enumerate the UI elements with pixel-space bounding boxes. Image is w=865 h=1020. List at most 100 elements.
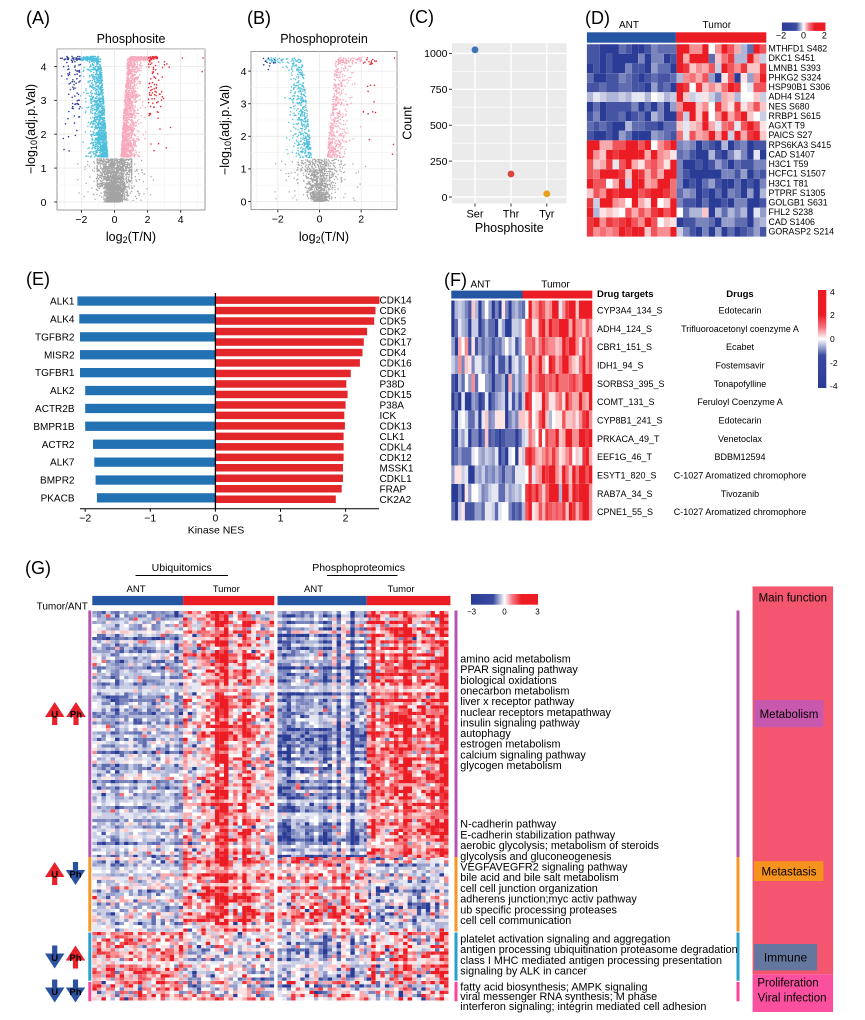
svg-text:P38A: P38A <box>380 401 405 412</box>
svg-text:ADH4 S124: ADH4 S124 <box>769 92 816 102</box>
svg-text:−3: −3 <box>467 608 477 617</box>
svg-text:3: 3 <box>241 99 247 111</box>
svg-text:amino acid metabolism: amino acid metabolism <box>460 654 570 666</box>
svg-text:Tumor: Tumor <box>387 584 414 595</box>
svg-text:1: 1 <box>241 164 247 176</box>
svg-text:COMT_131_S: COMT_131_S <box>597 397 655 407</box>
svg-text:Drugs: Drugs <box>726 289 753 300</box>
svg-text:Proliferation: Proliferation <box>757 978 818 990</box>
svg-text:Viral infection: Viral infection <box>758 993 827 1005</box>
svg-text:U: U <box>51 710 58 721</box>
svg-text:MSSK1: MSSK1 <box>380 463 414 474</box>
svg-text:CAD S1406: CAD S1406 <box>769 217 816 227</box>
svg-text:Tivozanib: Tivozanib <box>721 489 759 499</box>
svg-text:CYP3A4_134_S: CYP3A4_134_S <box>597 306 663 316</box>
svg-text:CDK4: CDK4 <box>380 348 407 359</box>
svg-text:ACTR2B: ACTR2B <box>35 404 75 415</box>
svg-text:BDBM12594: BDBM12594 <box>714 452 765 462</box>
svg-text:(F): (F) <box>444 270 467 290</box>
svg-text:Fostemsavir: Fostemsavir <box>715 361 764 371</box>
svg-text:RRBP1 S615: RRBP1 S615 <box>769 111 821 121</box>
svg-text:MISR2: MISR2 <box>44 350 75 361</box>
svg-text:−log10(adj.p.Val): −log10(adj.p.Val) <box>24 84 39 174</box>
svg-text:PAICS S27: PAICS S27 <box>769 130 813 140</box>
svg-text:(G): (G) <box>25 558 51 578</box>
svg-text:fatty acid biosynthesis; AMPK: fatty acid biosynthesis; AMPK signaling <box>460 982 647 994</box>
svg-text:0: 0 <box>241 196 247 208</box>
svg-text:Tonapofylline: Tonapofylline <box>714 379 767 389</box>
svg-text:CDK17: CDK17 <box>380 338 413 349</box>
svg-text:Ph: Ph <box>70 710 82 721</box>
svg-text:Phosphosite: Phosphosite <box>97 32 166 46</box>
svg-text:Ph: Ph <box>69 987 81 998</box>
svg-text:Metastasis: Metastasis <box>762 867 817 879</box>
svg-text:calcium signaling pathway: calcium signaling pathway <box>460 749 586 761</box>
svg-text:glycogen metabolism: glycogen metabolism <box>460 760 561 772</box>
svg-text:TGFBR1: TGFBR1 <box>35 368 75 379</box>
svg-text:CLK1: CLK1 <box>380 432 405 443</box>
svg-text:(E): (E) <box>26 269 50 289</box>
svg-text:CDK14: CDK14 <box>380 296 413 307</box>
svg-text:ALK2: ALK2 <box>50 386 75 397</box>
svg-text:750: 750 <box>430 84 448 96</box>
svg-text:CK2A2: CK2A2 <box>380 495 412 506</box>
svg-text:(D): (D) <box>585 8 610 28</box>
svg-text:−2: −2 <box>75 214 87 226</box>
svg-text:CDK13: CDK13 <box>380 422 413 433</box>
svg-text:signaling by ALK in cancer: signaling by ALK in cancer <box>460 966 587 978</box>
svg-text:Feruloyl Coenzyme A: Feruloyl Coenzyme A <box>697 397 783 407</box>
svg-text:autophagy: autophagy <box>460 728 511 740</box>
svg-text:Venetoclax: Venetoclax <box>718 434 763 444</box>
svg-text:ACTR2: ACTR2 <box>42 440 75 451</box>
svg-text:ALK4: ALK4 <box>50 315 75 326</box>
svg-text:CDK5: CDK5 <box>380 317 407 328</box>
svg-text:PPAR signaling pathway: PPAR signaling pathway <box>460 664 578 676</box>
svg-text:−log10(adj.p.Val): −log10(adj.p.Val) <box>218 85 233 175</box>
svg-text:Kinase NES: Kinase NES <box>188 525 245 537</box>
svg-text:CDK15: CDK15 <box>380 390 413 401</box>
svg-text:PRKACA_49_T: PRKACA_49_T <box>597 434 660 444</box>
svg-text:Ecabet: Ecabet <box>726 342 755 352</box>
svg-text:NES S680: NES S680 <box>769 101 810 111</box>
svg-text:0: 0 <box>317 214 323 226</box>
svg-text:−2: −2 <box>79 513 91 525</box>
svg-text:aerobic glycolysis; metabolism: aerobic glycolysis; metabolism of steroi… <box>460 840 659 852</box>
svg-text:ub specific processing proteas: ub specific processing proteases <box>460 904 617 916</box>
svg-text:EEF1G_46_T: EEF1G_46_T <box>597 452 653 462</box>
svg-text:1000: 1000 <box>424 48 448 60</box>
svg-text:nuclear receptors metapathway: nuclear receptors metapathway <box>460 707 611 719</box>
svg-text:TGFBR2: TGFBR2 <box>35 332 75 343</box>
svg-text:CDKL1: CDKL1 <box>380 474 413 485</box>
svg-text:3: 3 <box>41 95 47 107</box>
svg-text:Tyr: Tyr <box>539 209 555 221</box>
svg-text:liver x receptor pathway: liver x receptor pathway <box>460 696 575 708</box>
svg-text:P38D: P38D <box>380 380 405 391</box>
svg-text:log2(T/N): log2(T/N) <box>106 230 156 245</box>
svg-text:-4: -4 <box>830 381 838 391</box>
svg-text:insulin signaling pathway: insulin signaling pathway <box>460 717 580 729</box>
svg-text:CYP8B1_241_S: CYP8B1_241_S <box>597 416 663 426</box>
svg-text:FHL2 S238: FHL2 S238 <box>769 207 814 217</box>
svg-text:Tumor: Tumor <box>541 280 570 291</box>
svg-text:CDK12: CDK12 <box>380 453 413 464</box>
svg-text:BMPR2: BMPR2 <box>40 476 75 487</box>
svg-text:Tumor: Tumor <box>703 20 732 31</box>
svg-text:-2: -2 <box>830 358 838 368</box>
svg-text:biological oxidations: biological oxidations <box>460 675 557 687</box>
svg-text:Ph: Ph <box>69 870 81 881</box>
svg-text:class I MHC mediated antigen p: class I MHC mediated antigen processing … <box>460 955 722 967</box>
svg-text:RAB7A_34_S: RAB7A_34_S <box>597 489 653 499</box>
svg-text:bile acid and bile salt metabo: bile acid and bile salt metabolism <box>460 872 618 884</box>
svg-text:Ph: Ph <box>69 953 81 964</box>
svg-text:HCFC1 S1507: HCFC1 S1507 <box>769 169 826 179</box>
svg-text:2: 2 <box>822 31 827 41</box>
svg-text:viral messenger RNA synthesis;: viral messenger RNA synthesis; M phase <box>460 991 657 1003</box>
svg-text:PHKG2 S324: PHKG2 S324 <box>769 73 822 83</box>
svg-text:CDK6: CDK6 <box>380 306 407 317</box>
svg-text:0: 0 <box>830 334 835 344</box>
svg-text:CBR1_151_S: CBR1_151_S <box>597 342 652 352</box>
svg-text:Drug targets: Drug targets <box>597 289 653 300</box>
svg-text:CDK1: CDK1 <box>380 369 407 380</box>
svg-text:2: 2 <box>358 214 364 226</box>
svg-text:0: 0 <box>112 214 118 226</box>
